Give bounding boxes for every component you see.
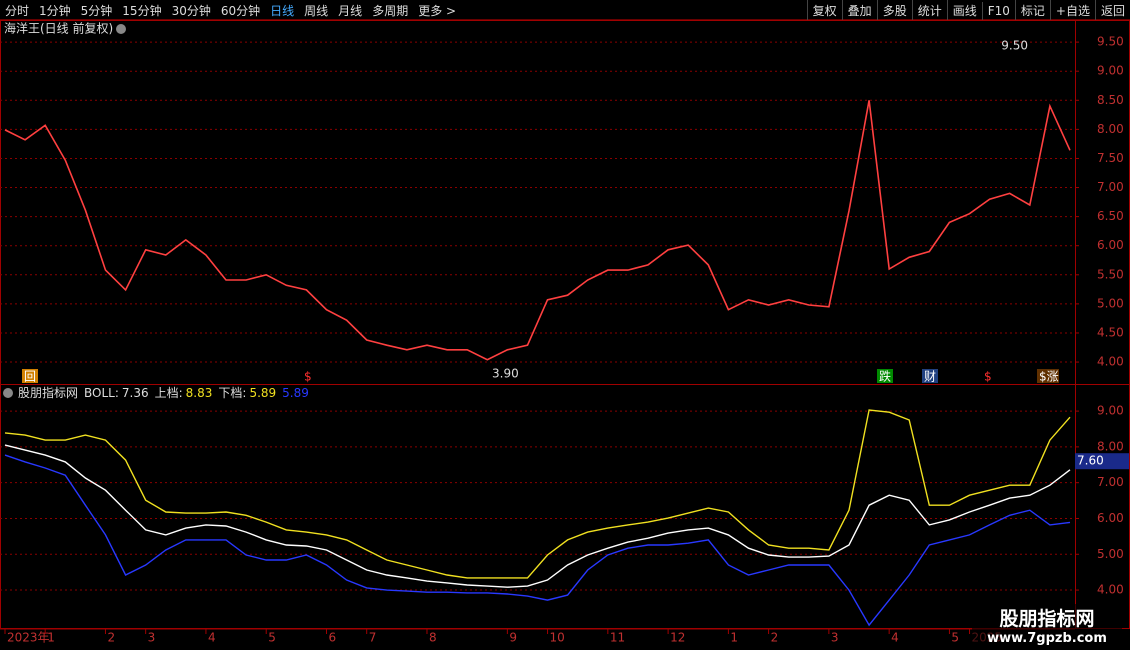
readout-value: 8.83 <box>186 386 213 400</box>
tool-button[interactable]: 标记 <box>1014 0 1050 21</box>
collapse-icon <box>3 388 13 398</box>
x-tick-label: 1 <box>730 631 738 645</box>
tool-button[interactable]: 复权 <box>806 0 842 21</box>
tool-button[interactable]: 多股 <box>876 0 912 21</box>
readout-name: 上档: <box>155 386 183 400</box>
x-tick-label: 1 <box>47 631 55 645</box>
y-tick-label: 6.00 <box>1097 511 1124 525</box>
y-tick-label: 8.00 <box>1097 439 1124 453</box>
series-line <box>4 454 1071 627</box>
x-tick-label: 6 <box>329 631 337 645</box>
readout-value: 5.89 <box>282 386 309 400</box>
event-marker: $ <box>984 370 992 384</box>
y-tick-label: 9.00 <box>1097 64 1124 78</box>
y-tick-label: 4.50 <box>1097 325 1124 339</box>
series-line <box>4 100 1071 361</box>
readout-value: 5.89 <box>249 386 276 400</box>
x-tick-label: 5 <box>951 631 959 645</box>
chart: 4.00 4.50 5.00 5.50 6.00 6.50 7.00 7.50 8.00 8.50… <box>0 20 1130 645</box>
tool-button[interactable]: F10 <box>981 2 1015 20</box>
period-tabs: 分时 1分钟 5分钟 15分钟 30分钟 60分钟 日线 周线 月线 多周期 更多 > <box>0 0 461 21</box>
current-value: 7.60 <box>1077 454 1104 468</box>
event-marker-box <box>302 369 318 383</box>
readout-name: BOLL: <box>84 386 119 400</box>
event-marker-box <box>877 369 893 383</box>
y-tick-label: 8.00 <box>1097 122 1124 136</box>
indicator-name: 股朋指标网 <box>18 385 78 400</box>
x-tick-label: 2 <box>107 631 115 645</box>
event-marker-box <box>1037 369 1059 383</box>
watermark-name: 股朋指标网 <box>999 608 1095 630</box>
y-tick-label: 5.50 <box>1097 267 1124 281</box>
current-value-box <box>1075 453 1129 470</box>
x-tick-label: 11 <box>610 631 625 645</box>
tool-button[interactable]: 更多 > <box>418 4 457 18</box>
low-label: 3.90 <box>492 366 519 380</box>
x-tick-label: 8 <box>429 631 437 645</box>
x-tick-label: 4 <box>891 631 899 645</box>
series-line <box>4 444 1071 588</box>
tool-button[interactable]: 30分钟 <box>171 4 211 18</box>
tool-button[interactable]: 60分钟 <box>220 4 261 18</box>
event-marker-box <box>922 369 938 383</box>
x-tick-label: 7 <box>369 631 377 645</box>
tool-button[interactable]: 多周期 <box>372 4 409 18</box>
y-tick-label: 7.00 <box>1097 475 1124 489</box>
y-tick-label: 6.00 <box>1097 238 1124 252</box>
y-tick-label: 6.50 <box>1097 209 1124 223</box>
high-label: 9.50 <box>1001 39 1028 53</box>
y-tick-label: 4.00 <box>1097 355 1124 369</box>
tool-button[interactable]: 周线 <box>304 4 329 18</box>
x-tick-label: 9 <box>509 631 517 645</box>
series-line <box>4 409 1071 579</box>
tool-button[interactable]: 统计 <box>911 0 947 21</box>
watermark-url: www.7gpzb.com <box>987 631 1107 646</box>
y-tick-label: 4.00 <box>1097 583 1124 597</box>
x-tick-label: 3 <box>831 631 839 645</box>
tool-button[interactable]: 5分钟 <box>80 4 113 18</box>
tool-button[interactable]: 画线 <box>946 0 982 21</box>
indicator-readout: 股朋指标网 BOLL: 7.36 上档: 8.83 下档: 5.89 5.89 <box>18 385 309 400</box>
event-marker: $涨 <box>1039 369 1059 384</box>
event-marker-box <box>22 369 38 383</box>
x-tick-label: 4 <box>208 631 216 645</box>
chart-title: 海洋王(日线 前复权) <box>4 21 113 36</box>
event-marker: 跌 <box>879 369 891 384</box>
x-tick-label: 3 <box>148 631 156 645</box>
event-marker: 回 <box>24 370 36 384</box>
x-tick-label: 2 <box>771 631 779 645</box>
toolbar: 分时 1分钟 5分钟 15分钟 30分钟 60分钟 日线 周线 月线 多周期 更多 > 复权 叠加 多股统… <box>0 0 1130 21</box>
tool-button[interactable]: 日线 <box>270 4 295 18</box>
x-tick-label: 12 <box>670 631 685 645</box>
y-tick-label: 9.50 <box>1097 35 1124 49</box>
y-tick-label: 8.50 <box>1097 93 1124 107</box>
readout-value: 7.36 <box>122 386 149 400</box>
y-tick-label: 9.00 <box>1097 404 1124 418</box>
tool-button[interactable]: 分时 <box>5 4 30 18</box>
tool-button[interactable]: 1分钟 <box>39 4 71 18</box>
tool-button[interactable]: 15分钟 <box>122 4 162 18</box>
y-tick-label: 7.00 <box>1097 180 1124 194</box>
y-tick-label: 5.00 <box>1097 296 1124 310</box>
y-tick-label: 5.00 <box>1097 547 1124 561</box>
event-marker-box <box>982 369 998 383</box>
tool-buttons: 复权 叠加 多股 统计 画线 F10 标记 +自选 返回 <box>806 0 1130 21</box>
tool-button[interactable]: +自选 <box>1049 0 1095 21</box>
collapse-icon <box>116 24 126 34</box>
x-tick-label: 5 <box>268 631 276 645</box>
x-tick-label: 2023年 <box>7 631 50 645</box>
readout-name: 下档: <box>218 386 246 400</box>
tool-button[interactable]: 叠加 <box>841 0 877 21</box>
event-marker: $ <box>304 370 312 384</box>
x-tick-label: 10 <box>550 631 565 645</box>
watermark: 股朋指标网 www.7gpzb.com <box>972 604 1122 646</box>
tool-button[interactable]: 返回 <box>1094 0 1130 21</box>
event-marker: 财 <box>924 370 936 384</box>
tool-button[interactable]: 月线 <box>338 4 363 18</box>
y-tick-label: 7.50 <box>1097 151 1124 165</box>
